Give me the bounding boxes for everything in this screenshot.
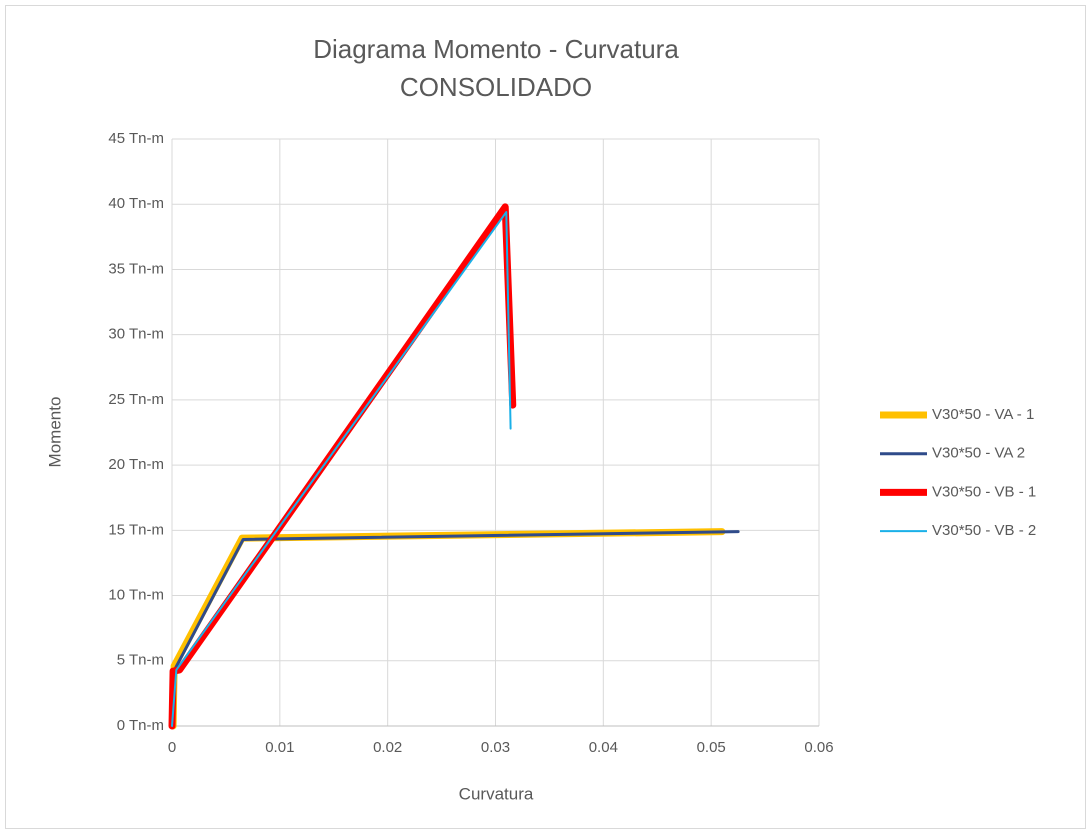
x-tick-label: 0.03	[481, 739, 510, 756]
chart-title: Diagrama Momento - Curvatura	[313, 34, 679, 64]
x-axis-label: Curvatura	[459, 784, 534, 803]
legend-label: V30*50 - VA 2	[932, 445, 1025, 462]
series-line	[171, 211, 512, 727]
y-tick-label: 40 Tn-m	[108, 195, 164, 212]
y-tick-label: 0 Tn-m	[117, 717, 164, 734]
x-tick-label: 0	[168, 739, 176, 756]
x-tick-label: 0.05	[697, 739, 726, 756]
y-tick-label: 15 Tn-m	[108, 521, 164, 538]
y-axis-label: Momento	[45, 397, 64, 468]
x-tick-label: 0.02	[373, 739, 402, 756]
legend-label: V30*50 - VB - 2	[932, 522, 1036, 539]
chart-subtitle: CONSOLIDADO	[400, 72, 592, 102]
y-tick-label: 10 Tn-m	[108, 587, 164, 604]
x-tick-label: 0.01	[265, 739, 294, 756]
y-tick-label: 20 Tn-m	[108, 456, 164, 473]
y-tick-label: 5 Tn-m	[117, 652, 164, 669]
x-tick-label: 0.06	[804, 739, 833, 756]
y-tick-label: 30 Tn-m	[108, 326, 164, 343]
y-tick-label: 45 Tn-m	[108, 130, 164, 147]
y-tick-label: 25 Tn-m	[108, 391, 164, 408]
y-tick-label: 35 Tn-m	[108, 260, 164, 277]
x-tick-label: 0.04	[589, 739, 618, 756]
legend-label: V30*50 - VA - 1	[932, 406, 1034, 423]
legend-label: V30*50 - VB - 1	[932, 483, 1036, 500]
